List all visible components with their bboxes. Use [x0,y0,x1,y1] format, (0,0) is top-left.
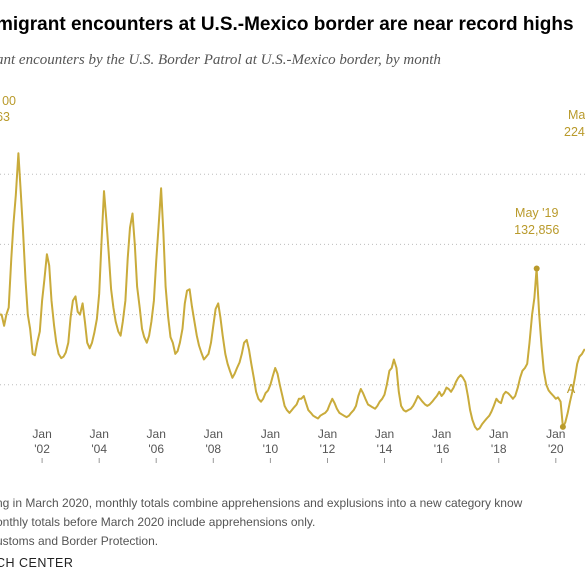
annotation-label-1: 00 [2,94,16,108]
x-tick-label-top-7: Jan [375,427,394,441]
source-line: ustoms and Border Protection. [0,534,159,548]
x-tick-label-bottom-1: '02 [34,442,50,456]
x-tick-label-top-3: Jan [147,427,166,441]
x-tick-label-bottom-10: '20 [548,442,564,456]
x-tick-label-top-6: Jan [318,427,337,441]
x-tick-label-bottom-4: '08 [205,442,221,456]
annotation-value-3: 224 [564,125,585,139]
x-tick-label-top-8: Jan [432,427,451,441]
x-axis-ticks: Jan'02Jan'04Jan'06Jan'08Jan'10Jan'12Jan'… [32,427,565,463]
x-tick-label-top-10: Jan [546,427,565,441]
low-marker-april-20 [559,423,566,430]
annotations: 00 63 May '19 132,856 Ma 224 A [0,94,585,430]
series-line [0,152,585,431]
x-tick-label-bottom-6: '12 [320,442,336,456]
peak-marker-may-19 [533,265,540,272]
annotation-label-4: A [567,382,576,396]
x-tick-label-bottom-3: '06 [148,442,164,456]
chart-title: migrant encounters at U.S.-Mexico border… [0,14,574,35]
annotation-label-3: Ma [568,108,585,122]
note-line-2: onthly totals before March 2020 include … [0,515,316,529]
chart-plot: Jan'02Jan'04Jan'06Jan'08Jan'10Jan'12Jan'… [0,94,585,463]
note-line-1: ng in March 2020, monthly totals combine… [0,496,523,510]
x-tick-label-top-1: Jan [32,427,51,441]
annotation-value-1: 63 [0,110,10,124]
chart-subtitle: ant encounters by the U.S. Border Patrol… [0,52,441,68]
x-tick-label-bottom-5: '10 [263,442,279,456]
x-tick-label-top-4: Jan [204,427,223,441]
x-tick-label-bottom-2: '04 [91,442,107,456]
brand-name: CH CENTER [0,556,74,570]
x-tick-label-top-9: Jan [489,427,508,441]
annotation-label-2: May '19 [515,206,558,220]
x-tick-label-top-2: Jan [90,427,109,441]
x-tick-label-bottom-9: '18 [491,442,507,456]
x-tick-label-bottom-8: '16 [434,442,450,456]
x-tick-label-top-5: Jan [261,427,280,441]
grid-lines [0,173,585,386]
annotation-value-2: 132,856 [514,223,559,237]
x-tick-label-bottom-7: '14 [377,442,393,456]
